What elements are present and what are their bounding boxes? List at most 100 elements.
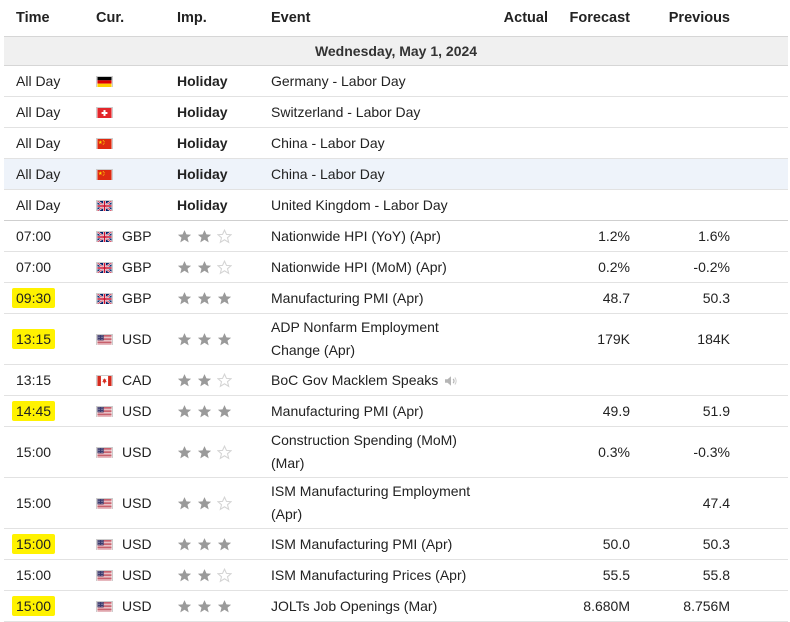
- event-name[interactable]: BoC Gov Macklem Speaks: [271, 369, 471, 392]
- event-time: 15:00: [4, 596, 82, 616]
- currency-code: GBP: [122, 259, 152, 275]
- currency-cell: USD: [82, 598, 163, 614]
- speaker-icon[interactable]: [444, 375, 458, 387]
- header-importance[interactable]: Imp.: [177, 10, 207, 26]
- previous-value: 51.9: [702, 403, 730, 419]
- star-empty-icon: [216, 567, 233, 583]
- currency-code: USD: [122, 536, 152, 552]
- star-filled-icon: [217, 537, 232, 551]
- star-filled-icon: [177, 373, 192, 387]
- star-filled-icon: [177, 496, 192, 510]
- event-row[interactable]: 13:15 USD ADP Nonfarm Employment Change (A…: [4, 314, 788, 365]
- importance-stars: [163, 444, 271, 460]
- star-filled-icon: [197, 537, 212, 551]
- cn-flag-icon: [96, 168, 113, 180]
- date-separator: Wednesday, May 1, 2024: [4, 37, 788, 66]
- currency-cell: [82, 137, 163, 149]
- forecast-value: 50.0: [602, 536, 630, 552]
- event-name[interactable]: China - Labor Day: [271, 165, 385, 182]
- highlight-marker: 13:15: [12, 329, 56, 349]
- forecast-value: 0.3%: [598, 444, 630, 460]
- event-time: 07:00: [16, 228, 52, 244]
- event-name[interactable]: ADP Nonfarm Employment Change (Apr): [271, 319, 439, 358]
- event-name[interactable]: Germany - Labor Day: [271, 72, 406, 89]
- event-row[interactable]: 13:15 CAD BoC Gov Macklem Speaks: [4, 365, 788, 396]
- event-row[interactable]: 09:30 GBP Manufacturing PMI (Apr) 48.7 50.3: [4, 283, 788, 314]
- star-filled-icon: [177, 404, 192, 418]
- currency-cell: GBP: [82, 228, 163, 244]
- currency-code: USD: [122, 567, 152, 583]
- star-filled-icon: [177, 599, 192, 613]
- star-filled-icon: [177, 291, 192, 305]
- currency-code: USD: [122, 331, 152, 347]
- event-name[interactable]: United Kingdom - Labor Day: [271, 196, 448, 213]
- currency-cell: GBP: [82, 259, 163, 275]
- event-row[interactable]: 15:00 USD ISM Manufacturing Prices (Apr) 55…: [4, 560, 788, 591]
- star-empty-icon: [216, 444, 233, 460]
- forecast-value: 49.9: [602, 403, 630, 419]
- holiday-row[interactable]: All Day Holiday United Kingdom - Labor Day: [4, 190, 788, 221]
- event-name[interactable]: JOLTs Job Openings (Mar): [271, 597, 438, 614]
- importance-stars: [163, 259, 271, 275]
- event-name[interactable]: Construction Spending (MoM) (Mar): [271, 432, 457, 471]
- holiday-row[interactable]: All Day Holiday China - Labor Day: [4, 159, 788, 190]
- currency-code: GBP: [122, 290, 152, 306]
- event-name[interactable]: Nationwide HPI (MoM) (Apr): [271, 258, 447, 275]
- currency-cell: [82, 199, 163, 211]
- previous-value: 47.4: [702, 495, 730, 511]
- event-name[interactable]: Manufacturing PMI (Apr): [271, 289, 424, 306]
- star-empty-icon: [216, 372, 233, 388]
- importance-label: Holiday: [177, 135, 228, 151]
- event-row[interactable]: 15:00 USD JOLTs Job Openings (Mar) 8.680M 8.…: [4, 591, 788, 622]
- importance-stars: [163, 599, 271, 613]
- event-row[interactable]: 15:00 USD ISM Manufacturing PMI (Apr) 50.0 5…: [4, 529, 788, 560]
- star-filled-icon: [177, 332, 192, 346]
- currency-cell: USD: [82, 444, 163, 460]
- forecast-value: 0.2%: [598, 259, 630, 275]
- forecast-value: 179K: [597, 331, 630, 347]
- currency-cell: CAD: [82, 372, 163, 388]
- importance-stars: [163, 495, 271, 511]
- event-row[interactable]: 07:00 GBP Nationwide HPI (YoY) (Apr) 1.2% 1.…: [4, 221, 788, 252]
- header-previous[interactable]: Previous: [668, 10, 730, 26]
- cn-flag-icon: [96, 137, 113, 149]
- forecast-value: 55.5: [602, 567, 630, 583]
- header-forecast[interactable]: Forecast: [569, 10, 630, 26]
- header-actual[interactable]: Actual: [503, 10, 548, 26]
- currency-cell: USD: [82, 536, 163, 552]
- star-filled-icon: [217, 599, 232, 613]
- event-time: 07:00: [16, 259, 52, 275]
- currency-code: USD: [122, 495, 152, 511]
- event-name[interactable]: China - Labor Day: [271, 134, 385, 151]
- event-row[interactable]: 15:00 USD Construction Spending (MoM) (Mar…: [4, 427, 788, 478]
- star-filled-icon: [197, 599, 212, 613]
- holiday-row[interactable]: All Day Holiday China - Labor Day: [4, 128, 788, 159]
- header-event[interactable]: Event: [271, 10, 311, 26]
- event-name[interactable]: ISM Manufacturing Prices (Apr): [271, 566, 467, 583]
- event-time: 15:00: [16, 567, 52, 583]
- previous-value: 50.3: [702, 536, 730, 552]
- event-row[interactable]: 14:45 USD Manufacturing PMI (Apr) 49.9 51.9: [4, 396, 788, 427]
- event-row[interactable]: 07:00 GBP Nationwide HPI (MoM) (Apr) 0.2% -0…: [4, 252, 788, 283]
- star-filled-icon: [197, 291, 212, 305]
- gb-flag-icon: [96, 261, 113, 273]
- star-filled-icon: [217, 291, 232, 305]
- star-filled-icon: [197, 373, 212, 387]
- header-time[interactable]: Time: [16, 10, 50, 26]
- holiday-row[interactable]: All Day Holiday Switzerland - Labor Day: [4, 97, 788, 128]
- event-time: 15:00: [16, 444, 52, 460]
- event-name[interactable]: Switzerland - Labor Day: [271, 103, 421, 120]
- header-currency[interactable]: Cur.: [96, 10, 125, 26]
- event-time: 09:30: [4, 288, 82, 308]
- event-name[interactable]: ISM Manufacturing PMI (Apr): [271, 535, 453, 552]
- event-row[interactable]: 15:00 USD ISM Manufacturing Employment (Ap…: [4, 478, 788, 529]
- currency-cell: [82, 106, 163, 118]
- economic-calendar: Time Cur. Imp. Event Actual Forecast Pre…: [4, 0, 788, 622]
- star-empty-icon: [216, 228, 233, 244]
- gb-flag-icon: [96, 230, 113, 242]
- event-name[interactable]: Nationwide HPI (YoY) (Apr): [271, 227, 441, 244]
- event-name[interactable]: ISM Manufacturing Employment (Apr): [271, 483, 471, 522]
- star-filled-icon: [177, 260, 192, 274]
- holiday-row[interactable]: All Day Holiday Germany - Labor Day: [4, 66, 788, 97]
- event-name[interactable]: Manufacturing PMI (Apr): [271, 402, 424, 419]
